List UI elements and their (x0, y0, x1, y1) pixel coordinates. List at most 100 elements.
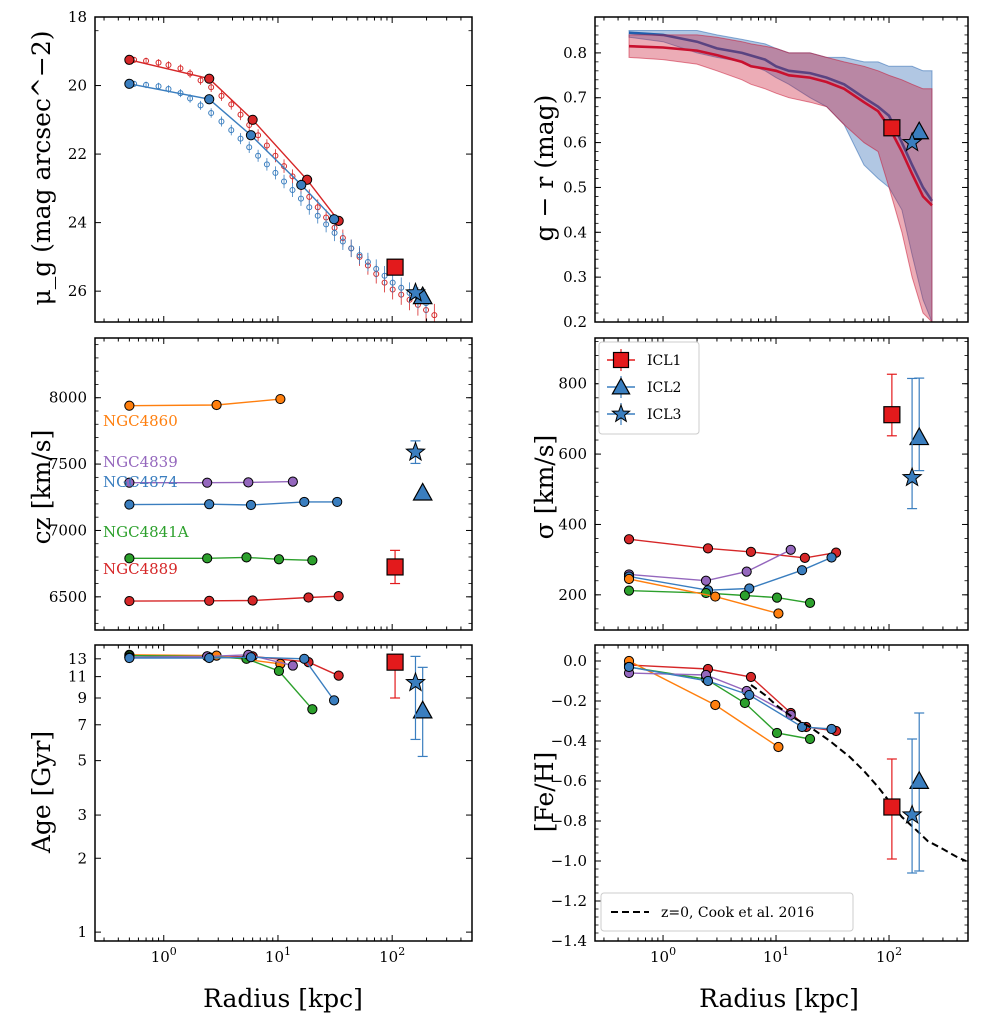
feh-ytick-label: 0.0 (563, 652, 587, 670)
sb-ylabel: μ_g (mag arcsec^−2) (27, 30, 56, 305)
cz-series-ngc4889 (124, 591, 344, 607)
feh-point-ngc4841a (804, 733, 816, 745)
sigma-point-ngc4860 (710, 591, 721, 602)
sb-point-ngc4874 (204, 94, 215, 105)
feh-point-ngc4874 (826, 723, 837, 735)
color-ytick-label: 0.3 (563, 268, 587, 286)
cz-label-ngc4874: NGC4874 (103, 473, 178, 491)
feh-legend-box (600, 892, 854, 932)
cz-point-ngc4874 (245, 499, 257, 511)
sb-point-ngc4889 (204, 73, 215, 84)
sigma-point-ngc4841a (804, 597, 816, 609)
sb-profile-point (197, 102, 204, 109)
feh-point-ngc4874 (702, 675, 714, 687)
sb-profile-point (177, 65, 184, 72)
age-point-ngc4874 (328, 695, 340, 706)
cz-label-ngc4839: NGC4839 (103, 453, 178, 471)
cz-point-ngc4874 (204, 499, 215, 510)
age-marker-icl2 (412, 700, 433, 719)
feh-ytick-label: −1.0 (551, 852, 587, 870)
sigma-point-ngc4860 (773, 608, 784, 619)
sb-series-icl1 (386, 258, 404, 276)
age-ytick-label: 7 (77, 716, 87, 734)
feh-point-ngc4889 (745, 671, 757, 683)
cz-point-ngc4839 (287, 476, 298, 487)
age-point-ngc4874 (204, 652, 215, 664)
sigma-point-ngc4841a (771, 592, 783, 603)
panels: 18 20 22 24 26 0.2 0.3 0.4 0.5 0.6 0.7 0.8 6500 7000 7… (49, 8, 969, 966)
color-series-icl2 (908, 120, 930, 140)
sb-profile-point (263, 161, 270, 168)
age-xtick-label: 102 (379, 945, 405, 966)
cz-label-ngc4860: NGC4860 (103, 412, 178, 430)
sigma-legend-marker-icl2 (611, 377, 631, 395)
sigma-legend: ICL1 ICL2 ICL3 (598, 341, 700, 435)
sb-profile-point (331, 229, 338, 236)
cz-ytick-label: 7000 (49, 521, 87, 539)
cz-series-icl3 (405, 440, 426, 465)
sigma-series-icl2 (908, 377, 930, 472)
cz-series-ngc4841a (124, 552, 318, 566)
sb-marker-icl3 (405, 281, 426, 302)
sb-point-ngc4889 (247, 114, 258, 125)
sb-profile-point (228, 127, 235, 134)
feh-xlabel: Radius [kpc] (699, 984, 859, 1013)
axis-labels: μ_g (mag arcsec^−2) g − r (mag) cz [km/s… (27, 30, 859, 1013)
sb-profile-point (218, 92, 225, 99)
sigma-series-ngc4860 (623, 573, 784, 619)
sb-profile-point (218, 118, 225, 125)
sigma-series-ngc4841a (623, 585, 816, 609)
color-ylabel: g − r (mag) (530, 95, 559, 242)
sb-profile-point (364, 259, 371, 266)
sb-series-icl3 (405, 281, 426, 302)
color-line-ngc4874-g-r (628, 31, 934, 202)
sigma-legend-label-icl1: ICL1 (647, 353, 681, 369)
sigma-marker-icl2 (908, 426, 930, 446)
sb-series-ngc4874 (124, 78, 340, 225)
age-line-ngc4839 (129, 654, 294, 667)
sb-profile-point (398, 284, 405, 291)
sigma-series-ngc4889 (623, 534, 842, 563)
cz-point-ngc4860 (211, 399, 222, 411)
cz-point-ngc4841a (202, 553, 213, 564)
cz-series-ngc4839 (124, 476, 298, 488)
cz-ytick-label: 7500 (49, 455, 87, 473)
color-marker-icl2 (908, 120, 930, 140)
feh-point-ngc4860 (773, 741, 784, 753)
cz-point-ngc4841a (241, 552, 252, 563)
sigma-point-ngc4889 (799, 552, 810, 563)
sigma-point-ngc4839 (741, 566, 752, 577)
sb-profile-point (255, 152, 262, 159)
feh-ytick-label: −0.8 (551, 812, 587, 830)
feh-point-ngc4874 (623, 661, 635, 673)
cz-point-ngc4874 (299, 496, 310, 508)
feh-ytick-label: −0.6 (551, 772, 587, 790)
feh-xtick-label: 100 (650, 945, 676, 966)
cz-series-ngc4874 (124, 496, 343, 511)
age-xlabel: Radius [kpc] (203, 984, 363, 1013)
sigma-series-icl3 (901, 377, 923, 510)
sigma-point-ngc4841a (739, 590, 750, 601)
cz-line-ngc4839 (129, 480, 293, 484)
age-point-ngc4874 (124, 652, 135, 664)
sigma-series-icl1 (883, 373, 901, 437)
feh-line-ngc4889 (628, 664, 837, 732)
age-point-ngc4874 (245, 652, 257, 663)
feh-series-icl2 (908, 712, 930, 872)
sb-point-ngc4874 (328, 214, 340, 225)
cz-ytick-label: 6500 (49, 588, 87, 606)
feh-xtick-label: 102 (876, 945, 902, 966)
age-series-icl1 (386, 653, 404, 699)
sb-profile-point (431, 312, 438, 319)
sigma-legend-marker-icl1 (612, 351, 630, 369)
sb-profile-point (348, 245, 355, 252)
age-point-ngc4874 (299, 653, 310, 664)
sb-profile-point (373, 265, 380, 272)
cz-ylabel: cz [km/s] (27, 430, 56, 545)
color-panel: 0.2 0.3 0.4 0.5 0.6 0.7 0.8 (563, 16, 969, 331)
age-series-icl3 (405, 655, 426, 741)
age-point-ngc4841a (273, 665, 285, 677)
sb-point-ngc4874 (124, 78, 135, 89)
cz-point-ngc4860 (275, 393, 286, 405)
